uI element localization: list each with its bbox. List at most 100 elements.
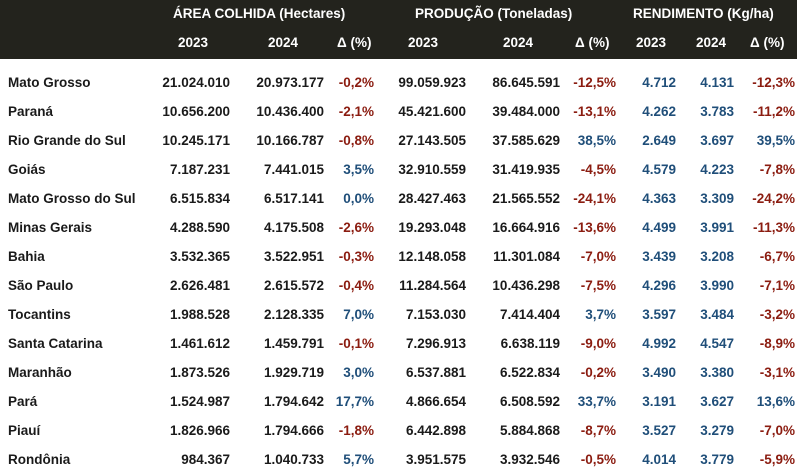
table-row: Bahia 3.532.365 3.522.951 -0,3% 12.148.058 11…	[0, 242, 797, 271]
rend-delta-cell: -24,2%	[752, 191, 795, 206]
prod-2024-cell: 7.414.404	[499, 307, 560, 322]
state-cell: Paraná	[8, 104, 54, 119]
area-2023-cell: 2.626.481	[169, 278, 230, 293]
prod-2024-cell: 37.585.629	[492, 133, 560, 148]
prod-2023-cell: 99.059.923	[398, 75, 466, 90]
prod-2023-cell: 27.143.505	[398, 133, 466, 148]
area-delta-cell: -0,3%	[338, 249, 374, 264]
rend-2023-cell: 3.439	[642, 249, 676, 264]
prod-delta-cell: -24,1%	[573, 191, 616, 206]
state-cell: Rio Grande do Sul	[8, 133, 126, 148]
area-2024-cell: 7.441.015	[263, 162, 324, 177]
state-cell: Goiás	[8, 162, 46, 177]
prod-2023-cell: 4.866.654	[405, 394, 466, 409]
header-area-2023: 2023	[178, 35, 209, 50]
rend-2024-cell: 3.627	[700, 394, 734, 409]
prod-2024-cell: 86.645.591	[492, 75, 560, 90]
rend-2023-cell: 3.490	[642, 365, 676, 380]
state-cell: Tocantins	[8, 307, 71, 322]
rend-2024-cell: 3.279	[700, 423, 734, 438]
prod-2023-cell: 32.910.559	[398, 162, 466, 177]
rend-2023-cell: 3.191	[642, 394, 676, 409]
rend-2023-cell: 2.649	[642, 133, 676, 148]
table-row: Piauí 1.826.966 1.794.666 -1,8% 6.442.898 5.8…	[0, 416, 797, 445]
prod-delta-cell: -4,5%	[580, 162, 616, 177]
state-cell: Santa Catarina	[8, 336, 103, 351]
prod-2023-cell: 12.148.058	[398, 249, 466, 264]
area-2024-cell: 10.166.787	[256, 133, 324, 148]
rend-delta-cell: -11,3%	[752, 220, 795, 235]
prod-2023-cell: 7.296.913	[405, 336, 466, 351]
area-2023-cell: 1.826.966	[169, 423, 230, 438]
prod-2024-cell: 6.638.119	[500, 336, 560, 351]
area-2024-cell: 3.522.951	[263, 249, 324, 264]
area-2023-cell: 6.515.834	[169, 191, 230, 206]
rend-2024-cell: 3.309	[700, 191, 734, 206]
state-cell: Mato Grosso	[8, 75, 91, 90]
prod-2024-cell: 5.884.868	[499, 423, 560, 438]
table-header: ÁREA COLHIDA (Hectares) PRODUÇÃO (Tonela…	[0, 0, 797, 59]
header-production-delta: Δ (%)	[575, 35, 610, 50]
table-row: Rondônia 984.367 1.040.733 5,7% 3.951.575 3.9…	[0, 445, 797, 474]
area-delta-cell: 3,5%	[343, 162, 374, 177]
prod-2024-cell: 16.664.916	[492, 220, 560, 235]
area-delta-cell: -0,1%	[338, 336, 374, 351]
state-cell: Pará	[8, 394, 38, 409]
header-group-production: PRODUÇÃO (Toneladas)	[415, 6, 573, 21]
rend-2024-cell: 3.779	[700, 452, 734, 467]
prod-2024-cell: 10.436.298	[492, 278, 560, 293]
area-2024-cell: 2.128.335	[263, 307, 324, 322]
rend-2023-cell: 4.262	[642, 104, 676, 119]
table-row: Pará 1.524.987 1.794.642 17,7% 4.866.654 6.50…	[0, 387, 797, 416]
rend-2024-cell: 3.990	[700, 278, 734, 293]
rend-2023-cell: 4.363	[642, 191, 676, 206]
area-2024-cell: 1.794.642	[263, 394, 324, 409]
area-2024-cell: 1.794.666	[263, 423, 324, 438]
state-cell: Mato Grosso do Sul	[8, 191, 136, 206]
rend-2023-cell: 4.992	[642, 336, 676, 351]
state-cell: Rondônia	[8, 452, 71, 467]
rend-2023-cell: 4.296	[642, 278, 676, 293]
rend-2023-cell: 3.597	[642, 307, 676, 322]
area-delta-cell: -0,2%	[338, 75, 374, 90]
rend-delta-cell: -3,1%	[759, 365, 795, 380]
rend-delta-cell: -8,9%	[759, 336, 795, 351]
prod-delta-cell: -0,5%	[580, 452, 616, 467]
area-delta-cell: 3,0%	[343, 365, 374, 380]
rend-2024-cell: 4.131	[700, 75, 734, 90]
area-2024-cell: 1.929.719	[263, 365, 324, 380]
rend-delta-cell: -3,2%	[759, 307, 795, 322]
area-2023-cell: 10.656.200	[162, 104, 230, 119]
area-2023-cell: 4.288.590	[169, 220, 230, 235]
table-row: Paraná 10.656.200 10.436.400 -2,1% 45.421.60…	[0, 97, 797, 126]
area-delta-cell: -1,8%	[338, 423, 374, 438]
table-row: Tocantins 1.988.528 2.128.335 7,0% 7.153.030…	[0, 300, 797, 329]
area-2023-cell: 1.461.612	[169, 336, 230, 351]
state-cell: Bahia	[8, 249, 45, 264]
rend-2024-cell: 3.991	[700, 220, 734, 235]
header-production-2023: 2023	[408, 35, 439, 50]
prod-delta-cell: -9,0%	[580, 336, 616, 351]
header-yield-2024: 2024	[696, 35, 727, 50]
rend-2024-cell: 3.783	[700, 104, 734, 119]
area-2023-cell: 10.245.171	[162, 133, 230, 148]
area-delta-cell: 7,0%	[343, 307, 374, 322]
rend-delta-cell: -7,1%	[759, 278, 795, 293]
prod-2023-cell: 7.153.030	[405, 307, 466, 322]
rend-delta-cell: -11,2%	[752, 104, 795, 119]
header-yield-delta: Δ (%)	[750, 35, 785, 50]
prod-2024-cell: 21.565.552	[492, 191, 560, 206]
table-row: Mato Grosso do Sul 6.515.834 6.517.141 0,0%…	[0, 184, 797, 213]
area-delta-cell: 17,7%	[335, 394, 374, 409]
prod-delta-cell: -12,5%	[573, 75, 616, 90]
area-delta-cell: -2,6%	[338, 220, 374, 235]
table-row: Goiás 7.187.231 7.441.015 3,5% 32.910.559 31.…	[0, 155, 797, 184]
area-2023-cell: 21.024.010	[162, 75, 230, 90]
area-2024-cell: 10.436.400	[256, 104, 324, 119]
prod-2023-cell: 11.284.564	[399, 278, 466, 293]
rend-delta-cell: -12,3%	[752, 75, 795, 90]
rend-2024-cell: 3.697	[700, 133, 734, 148]
rend-2024-cell: 3.380	[700, 365, 734, 380]
prod-2023-cell: 28.427.463	[398, 191, 466, 206]
prod-2024-cell: 31.419.935	[492, 162, 560, 177]
